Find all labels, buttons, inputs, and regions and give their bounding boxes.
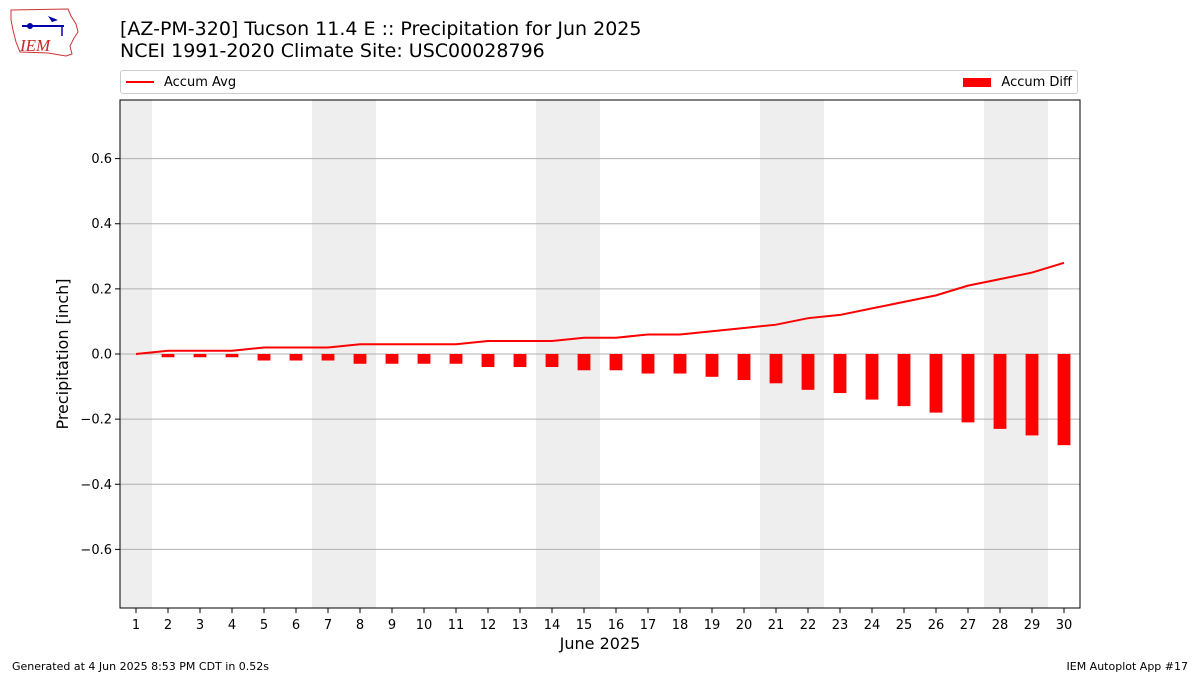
chart-legend: Accum Avg Accum Diff: [120, 70, 1078, 94]
bar-accum-diff-25: [897, 354, 911, 407]
weekend-shade-1: [312, 100, 376, 608]
x-tick-label-8: 8: [356, 618, 364, 633]
x-tick-label-13: 13: [512, 618, 529, 633]
weekend-shade-4: [984, 100, 1048, 608]
chart-title: [AZ-PM-320] Tucson 11.4 E :: Precipitati…: [120, 18, 642, 40]
iem-logo: IEM: [10, 8, 79, 57]
x-tick-label-29: 29: [1024, 618, 1041, 633]
x-tick-label-5: 5: [260, 618, 268, 633]
app-credit: IEM Autoplot App #17: [1066, 660, 1189, 673]
x-tick-label-25: 25: [896, 618, 913, 633]
bar-accum-diff-12: [481, 354, 495, 368]
x-tick-label-10: 10: [416, 618, 433, 633]
x-tick-label-3: 3: [196, 618, 204, 633]
x-tick-label-22: 22: [800, 618, 817, 633]
x-tick-label-24: 24: [864, 618, 881, 633]
x-axis-label: June 2025: [559, 634, 641, 653]
x-tick-label-27: 27: [960, 618, 977, 633]
x-tick-label-18: 18: [672, 618, 689, 633]
x-tick-label-2: 2: [164, 618, 172, 633]
bar-accum-diff-29: [1025, 354, 1039, 436]
bar-accum-diff-3: [193, 354, 207, 358]
weekend-shade-0: [120, 100, 152, 608]
x-tick-label-7: 7: [324, 618, 332, 633]
generated-timestamp: Generated at 4 Jun 2025 8:53 PM CDT in 0…: [12, 660, 270, 673]
y-tick-label-2: −0.2: [80, 413, 112, 428]
x-tick-label-15: 15: [576, 618, 593, 633]
x-tick-label-20: 20: [736, 618, 753, 633]
y-tick-label-4: 0.2: [91, 282, 112, 297]
bar-accum-diff-7: [321, 354, 335, 361]
bar-accum-diff-19: [705, 354, 719, 377]
x-tick-label-17: 17: [640, 618, 657, 633]
x-tick-label-9: 9: [388, 618, 396, 633]
iem-logo-text: IEM: [19, 36, 51, 55]
legend-line-swatch: [126, 81, 154, 83]
bar-accum-diff-27: [961, 354, 975, 423]
bar-accum-diff-9: [385, 354, 399, 364]
bar-accum-diff-22: [801, 354, 815, 390]
bar-accum-diff-8: [353, 354, 367, 364]
bar-accum-diff-5: [257, 354, 271, 361]
bar-accum-diff-26: [929, 354, 943, 413]
y-axis-label: Precipitation [inch]: [53, 278, 72, 429]
bar-accum-diff-4: [225, 354, 239, 358]
legend-bar-swatch: [963, 77, 992, 87]
legend-entry-bar: Accum Diff: [963, 71, 1072, 93]
bar-accum-diff-13: [513, 354, 527, 368]
legend-line-label: Accum Avg: [164, 74, 237, 90]
x-tick-label-19: 19: [704, 618, 721, 633]
x-tick-label-14: 14: [544, 618, 561, 633]
x-tick-label-6: 6: [292, 618, 300, 633]
x-tick-label-4: 4: [228, 618, 236, 633]
bar-accum-diff-16: [609, 354, 623, 371]
line-accum-avg: [135, 261, 1065, 355]
y-tick-label-5: 0.4: [91, 217, 112, 232]
bar-accum-diff-18: [673, 354, 687, 374]
x-tick-label-30: 30: [1056, 618, 1073, 633]
x-tick-label-1: 1: [132, 618, 140, 633]
y-tick-label-1: −0.4: [80, 478, 112, 493]
bar-accum-diff-30: [1057, 354, 1071, 446]
bar-accum-diff-14: [545, 354, 559, 368]
y-tick-label-0: −0.6: [80, 543, 112, 558]
x-tick-label-26: 26: [928, 618, 945, 633]
iowa-outline-icon: [10, 8, 79, 57]
x-tick-label-28: 28: [992, 618, 1009, 633]
bar-accum-diff-10: [417, 354, 431, 364]
bar-accum-diff-11: [449, 354, 463, 364]
chart-subtitle: NCEI 1991-2020 Climate Site: USC00028796: [120, 40, 545, 62]
x-tick-label-12: 12: [480, 618, 497, 633]
x-tick-label-11: 11: [448, 618, 465, 633]
legend-entry-line: Accum Avg: [126, 71, 236, 93]
weekend-shade-2: [536, 100, 600, 608]
y-tick-label-6: 0.6: [91, 152, 112, 167]
bar-accum-diff-17: [641, 354, 655, 374]
legend-bar-label: Accum Diff: [1001, 74, 1072, 90]
bar-accum-diff-23: [833, 354, 847, 394]
bar-accum-diff-20: [737, 354, 751, 381]
x-tick-label-21: 21: [768, 618, 785, 633]
bar-accum-diff-6: [289, 354, 303, 361]
bar-accum-diff-2: [161, 354, 175, 358]
x-tick-label-23: 23: [832, 618, 849, 633]
x-tick-label-16: 16: [608, 618, 625, 633]
bar-accum-diff-28: [993, 354, 1007, 429]
y-tick-label-3: 0.0: [91, 348, 112, 363]
bar-accum-diff-21: [769, 354, 783, 384]
bar-accum-diff-24: [865, 354, 879, 400]
bar-accum-diff-15: [577, 354, 591, 371]
weekend-shade-3: [760, 100, 824, 608]
plot-frame: [119, 99, 1081, 609]
